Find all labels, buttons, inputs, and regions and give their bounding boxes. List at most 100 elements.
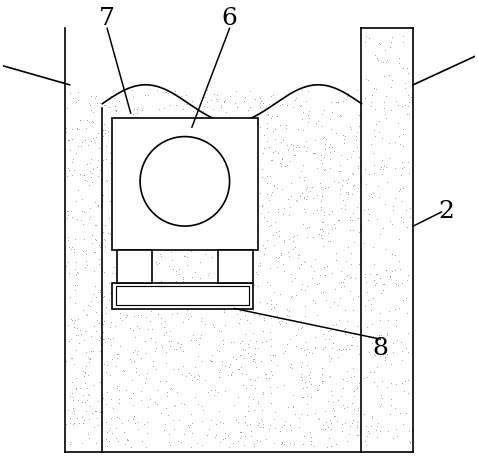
- Point: [101, 121, 109, 128]
- Point: [331, 406, 338, 414]
- Point: [151, 348, 159, 355]
- Point: [249, 356, 257, 363]
- Point: [128, 394, 135, 401]
- Point: [64, 137, 72, 144]
- Point: [93, 92, 100, 100]
- Point: [179, 196, 186, 203]
- Point: [172, 101, 180, 109]
- Point: [247, 147, 254, 155]
- Point: [115, 396, 122, 403]
- Point: [322, 418, 329, 426]
- Point: [91, 138, 98, 146]
- Point: [144, 294, 152, 302]
- Point: [66, 419, 74, 426]
- Point: [383, 178, 391, 185]
- Point: [318, 110, 326, 117]
- Point: [386, 273, 393, 281]
- Point: [90, 423, 98, 431]
- Point: [97, 175, 105, 183]
- Point: [207, 239, 215, 246]
- Point: [177, 289, 185, 296]
- Point: [94, 414, 101, 422]
- Point: [157, 220, 164, 227]
- Point: [282, 122, 290, 129]
- Point: [161, 332, 168, 339]
- Point: [81, 380, 88, 387]
- Point: [404, 271, 412, 278]
- Point: [135, 128, 143, 135]
- Point: [142, 203, 150, 210]
- Point: [110, 297, 118, 305]
- Point: [142, 214, 150, 221]
- Point: [110, 190, 118, 198]
- Point: [134, 418, 142, 426]
- Point: [109, 119, 117, 127]
- Point: [274, 149, 282, 157]
- Point: [212, 95, 220, 103]
- Point: [70, 248, 78, 256]
- Point: [330, 147, 337, 154]
- Point: [369, 243, 377, 251]
- Point: [275, 227, 283, 235]
- Point: [343, 345, 350, 353]
- Point: [103, 178, 111, 185]
- Point: [361, 94, 369, 101]
- Point: [153, 87, 161, 94]
- Point: [328, 208, 336, 215]
- Point: [138, 158, 145, 165]
- Point: [99, 228, 107, 236]
- Point: [95, 201, 102, 208]
- Point: [185, 128, 193, 136]
- Point: [267, 92, 275, 100]
- Point: [199, 406, 206, 414]
- Point: [217, 101, 225, 108]
- Point: [271, 288, 278, 296]
- Point: [286, 422, 294, 429]
- Point: [151, 170, 158, 177]
- Point: [404, 376, 412, 384]
- Point: [95, 156, 102, 164]
- Point: [360, 206, 368, 213]
- Point: [263, 278, 271, 286]
- Point: [180, 199, 187, 207]
- Point: [234, 157, 241, 165]
- Point: [133, 105, 141, 112]
- Point: [125, 152, 133, 160]
- Point: [268, 342, 275, 349]
- Point: [391, 251, 399, 259]
- Point: [109, 334, 117, 341]
- Point: [320, 154, 328, 161]
- Point: [189, 236, 196, 244]
- Point: [293, 231, 301, 239]
- Point: [200, 107, 207, 114]
- Point: [399, 297, 406, 304]
- Point: [168, 287, 176, 295]
- Point: [340, 139, 348, 147]
- Point: [207, 96, 215, 103]
- Point: [374, 57, 381, 64]
- Point: [378, 377, 386, 385]
- Point: [403, 223, 411, 231]
- Point: [144, 325, 152, 333]
- Point: [289, 104, 296, 111]
- Point: [70, 419, 77, 427]
- Point: [156, 290, 163, 298]
- Point: [406, 438, 413, 446]
- Point: [157, 319, 165, 327]
- Point: [216, 368, 223, 375]
- Point: [113, 384, 121, 391]
- Point: [404, 158, 412, 166]
- Point: [387, 410, 394, 417]
- Point: [103, 388, 111, 396]
- Point: [210, 224, 217, 232]
- Point: [333, 440, 340, 448]
- Point: [171, 87, 179, 95]
- Point: [381, 200, 389, 207]
- Point: [129, 415, 136, 422]
- Point: [86, 403, 93, 410]
- Point: [253, 228, 261, 236]
- Point: [227, 118, 234, 126]
- Point: [74, 331, 81, 339]
- Point: [365, 34, 372, 41]
- Point: [65, 136, 73, 143]
